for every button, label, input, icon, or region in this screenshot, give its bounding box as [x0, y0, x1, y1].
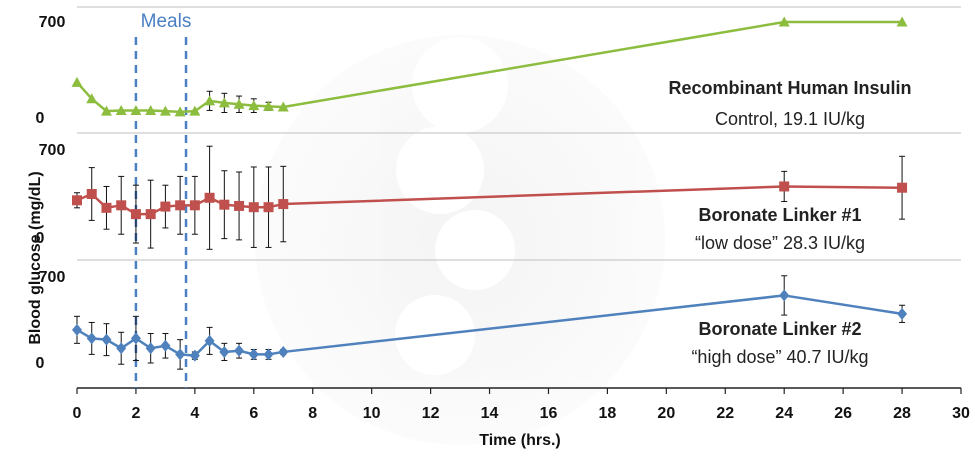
- data-point-triangle: [159, 105, 171, 116]
- data-point-diamond: [204, 334, 215, 347]
- data-point-square: [219, 199, 230, 210]
- data-point-square: [101, 202, 112, 213]
- data-point-triangle: [100, 105, 112, 116]
- data-point-triangle: [233, 98, 245, 109]
- series-dose-label: “high dose” 40.7 IU/kg: [691, 347, 868, 367]
- data-point-square: [234, 200, 245, 211]
- data-point-square: [145, 209, 156, 220]
- data-point-square: [263, 202, 274, 213]
- x-tick-label: 0: [73, 405, 82, 422]
- y-tick-label: 0: [36, 355, 45, 372]
- series-dose-label: Control, 19.1 IU/kg: [715, 109, 865, 129]
- data-point-triangle: [71, 76, 83, 87]
- series-1: [71, 16, 908, 117]
- data-point-diamond: [897, 307, 908, 320]
- series-2: [72, 145, 908, 250]
- x-tick-label: 20: [657, 405, 675, 422]
- x-tick-label: 6: [249, 405, 258, 422]
- data-point-square: [779, 181, 790, 192]
- data-point-diamond: [116, 342, 127, 355]
- data-point-triangle: [130, 104, 142, 115]
- x-tick-label: 30: [952, 405, 970, 422]
- series-3: [72, 275, 908, 370]
- data-point-square: [278, 199, 289, 210]
- x-tick-label: 26: [834, 405, 852, 422]
- x-tick-label: 14: [481, 405, 499, 422]
- data-point-diamond: [219, 345, 230, 358]
- x-tick-label: 4: [190, 405, 199, 422]
- data-point-diamond: [145, 342, 156, 355]
- data-point-square: [248, 202, 259, 213]
- series-dose-label: “low dose” 28.3 IU/kg: [695, 233, 865, 253]
- x-tick-label: 22: [716, 405, 734, 422]
- data-point-triangle: [204, 95, 216, 106]
- data-point-diamond: [72, 323, 82, 336]
- data-point-diamond: [86, 332, 97, 345]
- data-point-square: [86, 189, 97, 199]
- data-point-triangle: [145, 104, 157, 115]
- data-point-triangle: [189, 105, 201, 116]
- data-point-diamond: [160, 339, 171, 352]
- x-tick-label: 10: [363, 405, 381, 422]
- data-point-diamond: [101, 333, 112, 346]
- watermark-logo: [255, 35, 665, 445]
- x-tick-label: 18: [599, 405, 617, 422]
- data-point-diamond: [779, 289, 790, 302]
- data-point-diamond: [175, 348, 186, 361]
- x-tick-label: 24: [775, 405, 793, 422]
- x-tick-label: 8: [308, 405, 317, 422]
- data-point-square: [189, 200, 200, 211]
- data-point-triangle: [277, 101, 289, 112]
- x-tick-label: 28: [893, 405, 911, 422]
- data-point-diamond: [189, 349, 200, 362]
- y-tick-label: 700: [39, 142, 66, 159]
- y-tick-label: 0: [36, 110, 45, 127]
- data-point-triangle: [115, 104, 127, 115]
- data-point-diamond: [263, 348, 274, 361]
- data-point-triangle: [218, 97, 230, 108]
- x-tick-label: 2: [131, 405, 140, 422]
- data-point-diamond: [248, 348, 259, 361]
- data-point-triangle: [174, 106, 186, 117]
- data-point-triangle: [896, 16, 908, 27]
- y-tick-label: 0: [36, 230, 45, 247]
- data-point-diamond: [234, 344, 245, 357]
- series-name-label: Recombinant Human Insulin: [668, 78, 911, 98]
- data-point-triangle: [86, 93, 98, 104]
- data-point-square: [204, 192, 215, 203]
- data-point-square: [72, 195, 82, 206]
- data-point-diamond: [130, 332, 141, 345]
- y-tick-label: 700: [39, 14, 66, 31]
- data-point-square: [897, 182, 908, 193]
- x-tick-label: 12: [422, 405, 440, 422]
- x-axis-title: Time (hrs.): [479, 432, 561, 449]
- y-tick-label: 700: [39, 269, 66, 286]
- data-point-square: [116, 200, 127, 211]
- data-point-square: [160, 201, 171, 212]
- meals-label: Meals: [141, 11, 192, 32]
- y-axis-title: Blood glucose (mg/dL): [27, 171, 44, 344]
- series-name-label: Boronate Linker #2: [698, 319, 861, 339]
- data-point-triangle: [263, 100, 275, 111]
- data-point-square: [175, 200, 186, 211]
- series-name-label: Boronate Linker #1: [698, 205, 861, 225]
- data-point-triangle: [248, 100, 260, 111]
- data-point-square: [130, 209, 141, 220]
- x-tick-label: 16: [540, 405, 558, 422]
- data-point-triangle: [778, 16, 790, 27]
- data-point-diamond: [278, 345, 289, 358]
